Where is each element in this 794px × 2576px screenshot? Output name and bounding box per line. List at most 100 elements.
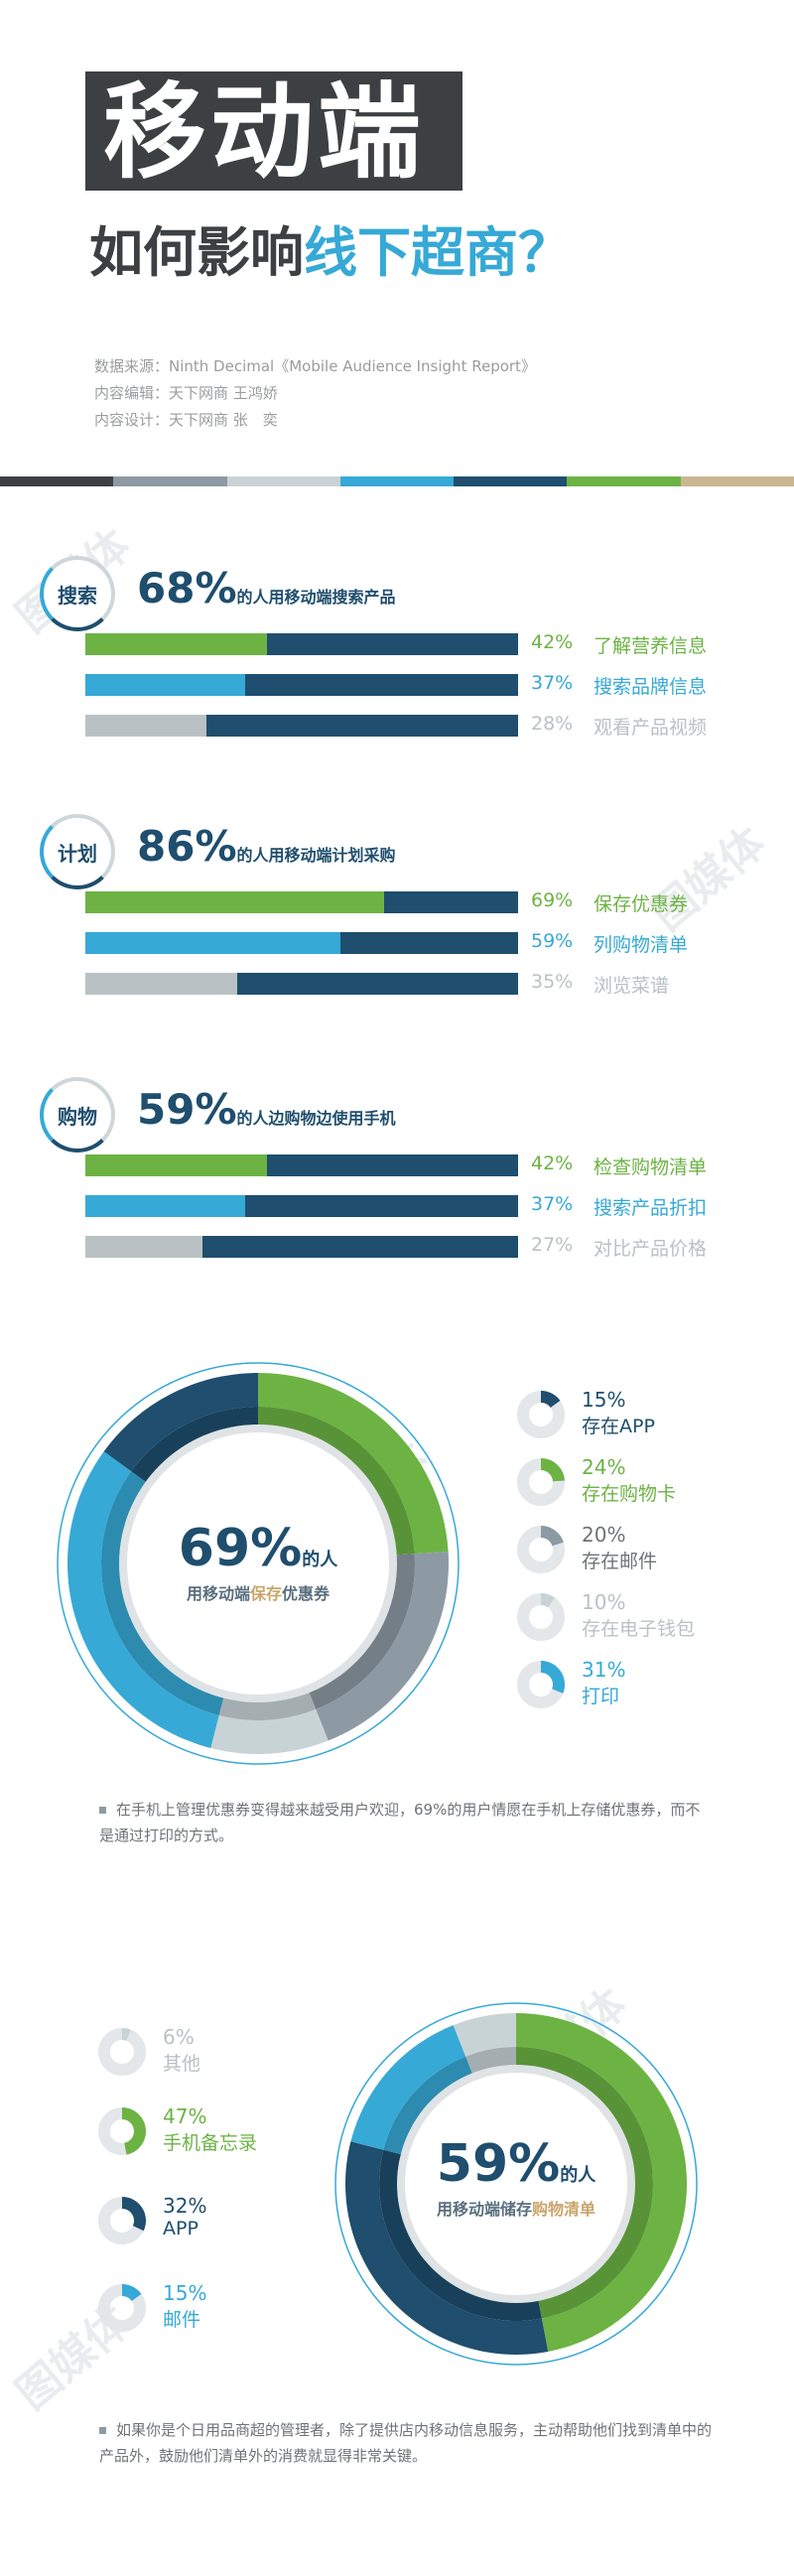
legend-mini-slice — [122, 2107, 146, 2155]
bar-percent: 69% — [531, 889, 574, 911]
legend-label: 打印 — [582, 1686, 620, 1707]
watermark: 图媒体 — [642, 817, 775, 941]
donut-slice-inner — [258, 1407, 415, 1556]
legend-mini-slice — [541, 1661, 565, 1694]
color-strip — [0, 476, 794, 486]
bar-label: 对比产品价格 — [594, 1238, 708, 1260]
strip-segment — [113, 476, 227, 486]
donut2-center-suffix: 的人 — [560, 2165, 596, 2186]
legend-mini-slice — [541, 1526, 564, 1547]
strip-segment — [454, 476, 568, 486]
donut-center — [405, 2073, 627, 2295]
donut1-center-pct: 69% — [178, 1519, 303, 1578]
donut-slice — [210, 1708, 329, 1754]
donut2-center-pct: 59% — [436, 2134, 561, 2194]
bar-label: 列购物清单 — [594, 934, 689, 956]
legend-label: 存在电子钱包 — [582, 1618, 696, 1640]
caption-highlight: 购物清单 — [532, 2200, 596, 2219]
donut-chart-lists — [334, 2002, 698, 2366]
section-percent: 59% — [137, 1085, 237, 1134]
bar-label: 浏览菜谱 — [594, 975, 670, 997]
section-headline: 59%的人边购物边使用手机 — [137, 1085, 396, 1134]
donut2-center-caption: 用移动端储存购物清单 — [397, 2196, 635, 2220]
donut1-center-caption: 用移动端保存优惠券 — [149, 1580, 367, 1604]
bar-track — [85, 674, 518, 696]
donut-slice-inner — [308, 1554, 416, 1709]
section-desc: 的人用移动端计划采购 — [236, 846, 396, 865]
bar-track — [85, 1154, 518, 1176]
bar-label: 观看产品视频 — [594, 717, 708, 739]
donut1-note: 在手机上管理优惠券变得越来越受用户欢迎，69%的用户情愿在手机上存储优惠券，而不… — [99, 1797, 715, 1848]
donut1-center-suffix: 的人 — [302, 1550, 338, 1570]
bar-percent: 42% — [531, 631, 574, 653]
bar-percent: 28% — [531, 713, 574, 735]
bar-label: 保存优惠券 — [594, 893, 689, 915]
donut-slice — [350, 2025, 466, 2150]
bar-track — [85, 891, 518, 913]
caption-highlight: 保存 — [249, 1584, 282, 1603]
strip-segment — [567, 476, 681, 486]
donut-slice — [66, 1451, 219, 1748]
strip-segment — [0, 476, 114, 486]
bar-track — [85, 973, 518, 995]
legend-percent: 15% — [582, 1388, 626, 1412]
bar-percent: 42% — [531, 1152, 574, 1174]
section-badge-label: 搜索 — [58, 583, 97, 608]
bar-track — [85, 1195, 518, 1217]
legend-label: 存在购物卡 — [582, 1483, 677, 1505]
caption-part: 用移动端 — [186, 1584, 250, 1603]
page-subtitle: 如何影响线下超商？ — [89, 208, 572, 287]
strip-segment — [339, 476, 455, 486]
legend-mini-donut — [98, 2197, 146, 2244]
legend-mini-donut — [98, 2284, 146, 2332]
caption-part: 用移动端储存 — [436, 2200, 532, 2219]
section-percent: 68% — [137, 564, 237, 612]
donut-slice — [453, 2013, 516, 2057]
donut-slice — [316, 1551, 449, 1741]
subtitle-part-a: 如何影响 — [89, 221, 304, 284]
legend-mini-slice — [541, 1458, 565, 1482]
donut-outline — [57, 1362, 460, 1765]
donut-slice-inner — [516, 2047, 654, 2319]
bar-fill — [85, 1236, 202, 1258]
section-badge-label: 购物 — [58, 1104, 97, 1129]
bar-percent: 37% — [531, 1193, 574, 1215]
subtitle-part-b: 线下超商？ — [304, 221, 572, 284]
bar-fill — [85, 674, 246, 696]
section-badge-label: 计划 — [58, 841, 97, 866]
legend-percent: 31% — [582, 1658, 626, 1682]
donut-slice — [516, 2013, 687, 2352]
bar-fill — [85, 633, 268, 655]
section-desc: 的人边购物边使用手机 — [236, 1109, 396, 1128]
bar-track — [85, 932, 518, 954]
legend-percent: 15% — [163, 2281, 207, 2305]
bar-fill — [85, 932, 341, 954]
donut-slice-inner — [100, 1471, 225, 1716]
bar-percent: 27% — [531, 1234, 574, 1256]
title-box: 移动端 — [85, 71, 463, 193]
legend-mini-donut — [98, 2028, 146, 2076]
bar-label: 检查购物清单 — [594, 1156, 708, 1178]
legend-label: 存在邮件 — [582, 1551, 658, 1572]
legend-mini-slice — [122, 2197, 146, 2232]
donut-slice — [258, 1373, 449, 1555]
legend-label: 邮件 — [163, 2309, 201, 2331]
bar-fill — [85, 1195, 246, 1217]
donut-slice-inner — [378, 2149, 542, 2321]
legend-mini-slice — [541, 1391, 561, 1408]
section-headline: 68%的人用移动端搜索产品 — [137, 564, 396, 612]
bullet-icon — [99, 1807, 106, 1814]
legend-mini-donut — [517, 1458, 565, 1506]
legend-label: 存在APP — [582, 1416, 655, 1437]
bar-label: 搜索产品折扣 — [594, 1197, 708, 1219]
bar-percent: 59% — [531, 930, 574, 952]
bar-label: 搜索品牌信息 — [594, 676, 708, 698]
bar-fill — [85, 891, 384, 913]
legend-label: 手机备忘录 — [163, 2132, 258, 2154]
donut-outline — [334, 2002, 698, 2366]
bar-track — [85, 715, 518, 737]
page-title: 移动端 — [103, 71, 426, 193]
legend-mini-donut — [517, 1526, 565, 1573]
legend-percent: 24% — [582, 1455, 626, 1479]
legend-percent: 6% — [163, 2025, 195, 2049]
